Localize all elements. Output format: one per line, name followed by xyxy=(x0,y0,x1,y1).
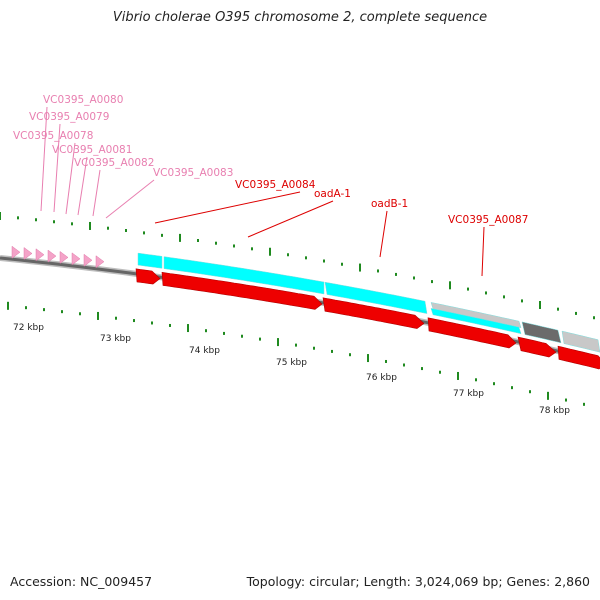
feature-cyan[interactable] xyxy=(324,281,428,314)
scale-label: 72 kbp xyxy=(13,323,44,333)
gene-arrow-pink[interactable] xyxy=(83,253,93,267)
feature-cyan[interactable] xyxy=(430,308,522,335)
label-leader-line xyxy=(53,123,61,213)
topology-summary: Topology: circular; Length: 3,024,069 bp… xyxy=(246,574,590,589)
scale-label: 77 kbp xyxy=(453,389,484,399)
scale-label: 78 kbp xyxy=(539,406,570,416)
scale-label: 76 kbp xyxy=(366,373,397,383)
gene-arrow-red[interactable] xyxy=(427,317,517,349)
tick-marks xyxy=(0,212,595,406)
label-leader-line xyxy=(154,191,301,224)
gene-arrow-red[interactable] xyxy=(322,297,425,329)
gene-label[interactable]: VC0395_A0079 xyxy=(29,111,109,123)
gene-arrow-pink[interactable] xyxy=(35,248,45,262)
gene-arrow-red[interactable] xyxy=(557,345,600,370)
scale-labels: 72 kbp 73 kbp 74 kbp 75 kbp 76 kbp 77 kbp 78 k… xyxy=(13,323,570,416)
feature-gray[interactable] xyxy=(561,330,600,353)
gene-arrow-red[interactable] xyxy=(161,271,323,310)
scale-label: 74 kbp xyxy=(189,346,220,356)
gene-arrow-pink[interactable] xyxy=(11,245,21,259)
gene-label[interactable]: VC0395_A0084 xyxy=(235,179,316,191)
gene-arrow-pink[interactable] xyxy=(23,246,33,260)
label-leader-line xyxy=(40,106,48,212)
label-leader-line xyxy=(105,179,155,219)
gene-arrow-pink[interactable] xyxy=(47,249,57,263)
feature-dark-gray[interactable] xyxy=(521,321,562,344)
feature-cyan[interactable] xyxy=(137,252,163,269)
feature-cyan[interactable] xyxy=(163,256,325,295)
accession-text: Accession: NC_009457 xyxy=(10,574,153,589)
gene-label[interactable]: VC0395_A0083 xyxy=(153,167,233,179)
gene-label[interactable]: VC0395_A0082 xyxy=(74,157,154,169)
gene-arrow-pink[interactable] xyxy=(95,255,105,269)
scale-label: 73 kbp xyxy=(100,334,131,344)
gene-label[interactable]: oadB-1 xyxy=(371,198,408,210)
label-leader-line xyxy=(481,226,485,277)
gene-label[interactable]: oadA-1 xyxy=(314,188,351,200)
label-leader-line xyxy=(65,142,76,215)
gene-arrow-pink[interactable] xyxy=(59,250,69,264)
gene-label[interactable]: VC0395_A0087 xyxy=(448,214,528,226)
gene-label[interactable]: VC0395_A0081 xyxy=(52,144,132,156)
gene-arrows xyxy=(11,245,600,370)
gene-arrow-red[interactable] xyxy=(517,336,557,358)
gene-arrow-pink[interactable] xyxy=(71,252,81,266)
feature-tracks xyxy=(137,252,600,353)
gene-label[interactable]: VC0395_A0080 xyxy=(43,94,123,106)
label-leader-line xyxy=(92,169,101,217)
gene-label[interactable]: VC0395_A0078 xyxy=(13,130,93,142)
gene-labels: VC0395_A0080 VC0395_A0079 VC0395_A0078 VC03… xyxy=(13,94,528,277)
gene-arrow-red[interactable] xyxy=(135,268,161,285)
label-leader-line xyxy=(77,156,88,216)
scale-label: 75 kbp xyxy=(276,358,307,368)
label-leader-line xyxy=(379,210,388,258)
map-title: Vibrio cholerae O395 chromosome 2, compl… xyxy=(112,10,488,25)
label-leader-line xyxy=(247,200,334,238)
